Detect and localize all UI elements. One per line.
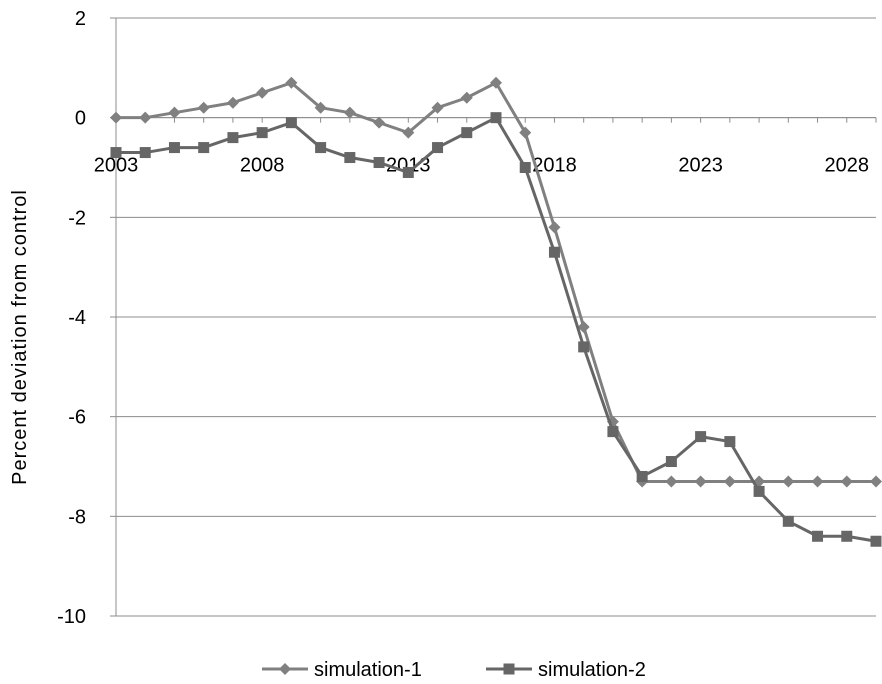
data-point [782,515,794,527]
data-point [343,106,356,119]
x-tick-label: 2003 [94,155,139,177]
data-point [139,147,151,159]
data-point [168,142,180,154]
data-point [812,530,824,542]
x-tick-labels: 2003 2008 2013 2018 2023 2028 [94,117,877,177]
data-point [607,426,619,438]
data-point [460,91,473,104]
data-point [226,96,239,109]
data-point [285,76,298,89]
legend-label: simulation-2 [538,659,646,681]
data-point [315,142,327,154]
y-tick-label: -8 [68,506,86,528]
data-point [197,101,210,114]
data-point [490,76,502,89]
y-tick-label: -10 [57,606,86,628]
legend-marker [279,663,291,675]
data-point [665,456,677,468]
data-point [490,112,502,124]
data-point [548,221,561,234]
data-point [840,475,853,488]
series-1 [110,76,882,488]
data-point [870,535,882,547]
data-point [695,431,707,443]
data-point [578,341,590,353]
y-tick-label: -4 [68,307,86,329]
data-point [811,475,824,488]
x-tick-label: 2008 [240,155,285,177]
y-tick-label: 0 [75,108,86,130]
data-point [373,157,385,169]
data-point [548,246,560,258]
data-point [753,485,765,497]
gridlines [116,17,876,617]
data-point [724,436,736,448]
y-axis-label: Percent deviation from control [9,189,31,485]
x-tick-label: 2023 [678,155,723,177]
legend-marker [503,663,515,675]
data-point [665,475,678,488]
data-point [577,320,590,333]
legend-label: simulation-1 [314,659,422,681]
y-tick-labels: 2 0 -2 -4 -6 -8 -10 [57,8,116,628]
x-tick-label: 2013 [386,155,431,177]
data-point [314,101,327,114]
data-point [139,111,152,124]
data-point [256,86,269,99]
data-point [402,166,414,178]
data-point [636,470,648,482]
x-tick-label: 2028 [825,155,870,177]
legend-item: simulation-1 [262,659,422,681]
data-point [198,142,210,154]
legend-item: simulation-2 [486,659,646,681]
data-point [870,475,882,488]
legend: simulation-1 simulation-2 [262,659,646,681]
y-tick-label: 2 [75,8,86,30]
data-point [373,116,386,129]
y-tick-label: -2 [68,207,86,229]
data-point [723,475,736,488]
data-point [227,132,239,144]
data-point [461,127,473,139]
data-point [285,117,297,129]
data-point [168,106,181,119]
data-point [694,475,707,488]
data-point [841,530,853,542]
series-2 [110,112,882,547]
data-point [432,142,444,154]
data-point [110,111,122,124]
data-point [519,126,532,139]
data-point [782,475,795,488]
x-tick-label: 2018 [532,155,577,177]
data-point [110,147,122,159]
data-point [402,126,415,139]
series-group [110,76,882,547]
data-point [256,127,268,139]
series-line [116,116,877,543]
data-point [344,152,356,164]
y-tick-label: -6 [68,407,86,429]
data-point [519,162,531,173]
data-point [431,101,444,114]
